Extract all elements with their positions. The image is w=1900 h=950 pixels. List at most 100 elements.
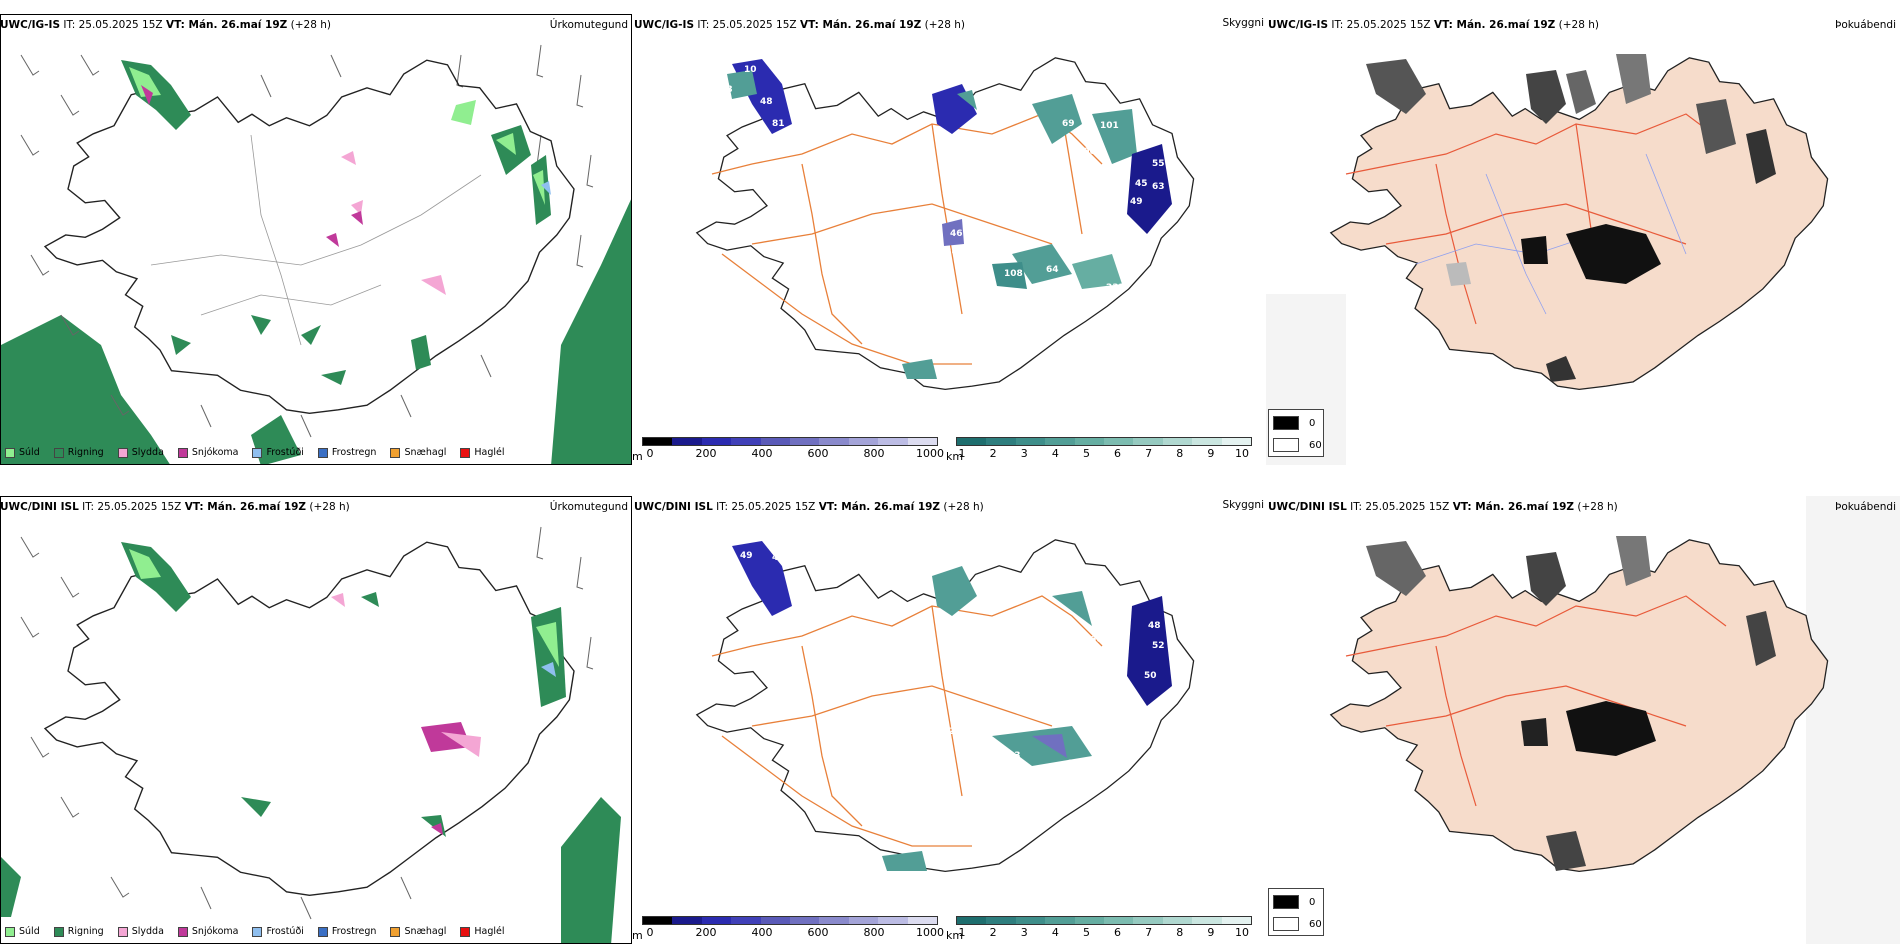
lead-time: (+28 h) [1558,19,1599,31]
legend-swatch [53,926,64,937]
colorbar-step [878,917,908,924]
panel-header: UWC/DINI ISL IT: 25.05.2025 15Z VT: Mán.… [0,500,630,514]
fog-panel-top: 0 60 [1266,14,1900,465]
legend-swatch [117,447,128,458]
ceiling-value-label: 66 [1090,635,1103,645]
panel-header: UWC/DINI ISL IT: 25.05.2025 15Z VT: Mán.… [634,499,1266,514]
ceiling-value-label: 46 [950,229,963,239]
ceiling-value-label: 224 [1062,287,1081,297]
legend-swatch [5,926,15,937]
model-name: UWC/IG-IS [0,19,61,31]
colorbar-step [986,917,1016,924]
fog-legend: 0 60 [1268,888,1324,936]
legend-item-5: Frostregn [317,447,376,458]
ceiling-value-label: 49 [740,551,753,561]
colorbar-tick: 6 [1114,926,1122,939]
ceiling-value-label: 48 [760,97,773,107]
legend-item-7: Haglél [460,447,505,458]
legend-swatch [117,926,128,937]
colorbar-tick: 10 [1235,926,1249,939]
colorbar-tick: 400 [751,447,773,460]
colorbar-tick: 200 [695,447,717,460]
legend-swatch [252,926,263,937]
fog-legend: 0 60 [1268,409,1324,457]
panel-title: Skyggni [1222,499,1265,511]
ceiling-value-label: 200 [1077,147,1096,157]
colorbar-step [819,917,849,924]
colorbar-tick: 1 [958,926,966,939]
legend-label: Snjókoma [191,447,239,458]
valid-time: VT: Mán. 26.maí 19Z [165,19,288,31]
fog-legend-max: 60 [1309,918,1322,930]
precip-type-panel-top: Súld Rigning Slydda Snjókoma Frostúði Frostre… [0,14,632,465]
colorbar-tick: 1000 [916,447,944,460]
ceiling-value-label: 108 [1004,269,1023,279]
fog-panel-bottom: 0 60 [1266,496,1900,944]
ceiling-value-label: 93 [1008,751,1021,761]
legend-item-0: Súld [5,447,40,458]
colorbar-tick: 0 [646,447,654,460]
ceiling-value-label: 56 [1147,137,1160,147]
colorbar-step [1192,438,1222,445]
ceiling-value-label: 157 [1106,605,1125,615]
legend-swatch [460,926,471,937]
ceiling-value-label: 48 [1148,621,1161,631]
colorbar-tick: 3 [1020,447,1028,460]
init-time: IT: 25.05.2025 15Z [697,19,797,31]
panel-title: Þokuábendi [1835,19,1896,31]
ceiling-value-label: 81 [772,119,785,129]
visibility-map: 49 41 157 66 48 52 50 93 284 147 13 127 [696,539,1195,873]
colorbar-step [907,917,938,924]
ceiling-value-label: 147 [1122,747,1141,757]
lead-time: (+28 h) [943,501,984,513]
colorbar-step [957,917,987,924]
colorbar-step [848,917,879,924]
lead-time: (+28 h) [309,501,350,513]
legend-item-3: Snjókoma [177,447,239,458]
colorbar-step [643,438,673,445]
colorbar-tick: 1000 [916,926,944,939]
lead-time: (+28 h) [290,19,331,31]
lead-time: (+28 h) [1577,501,1618,513]
legend-item-1: Rigning [53,447,104,458]
precip-legend: Súld Rigning Slydda Snjókoma Frostúði Frostre… [5,447,505,458]
colorbar-step [731,438,761,445]
colorbar-step [672,917,702,924]
legend-label: Haglél [474,926,505,937]
fog-map [1330,496,1900,944]
colorbar-unit: m [632,450,643,463]
legend-item-6: Snæhagl [390,447,446,458]
colorbar-unit: km [946,450,964,463]
ceiling-value-label: 101 [1100,121,1119,131]
fog-map [1266,54,1829,465]
colorbar-step [760,438,791,445]
colorbar-tick: 800 [863,926,885,939]
legend-swatch [5,447,15,458]
legend-label: Súld [19,926,40,937]
colorbar-step [907,438,938,445]
panel-header: UWC/IG-IS IT: 25.05.2025 15Z VT: Mán. 26… [0,18,630,32]
colorbar-step [1221,438,1252,445]
model-name: UWC/DINI ISL [634,501,713,513]
visibility-map: 10 58 48 81 69 101 200 56 55 45 49 63 108 64 224 232 142… [696,57,1195,391]
ceiling-value-label: 284 [1068,759,1087,769]
ceiling-value-label: 64 [1046,265,1059,275]
colorbar-step [1133,917,1163,924]
ceiling-value-label: 142 [1120,269,1139,279]
ceiling-value-label: 69 [1062,119,1075,129]
visibility-colorbar: km 1 2 3 4 5 6 7 8 9 10 [946,916,1266,942]
colorbar-tick: 8 [1176,926,1184,939]
colorbar-step [790,917,820,924]
colorbar-tick: 9 [1207,447,1215,460]
legend-swatch [177,447,188,458]
colorbar-tick: 7 [1145,926,1153,939]
init-time: IT: 25.05.2025 15Z [1331,19,1431,31]
colorbar-step [760,917,791,924]
colorbar-step [643,917,673,924]
legend-item-7: Haglél [460,926,505,937]
colorbar-step [1015,438,1046,445]
colorbar-tick: 2 [989,926,997,939]
colorbar-tick: 10 [1235,447,1249,460]
ceiling-value-label: 127 [942,727,961,737]
colorbar-step [1045,917,1075,924]
